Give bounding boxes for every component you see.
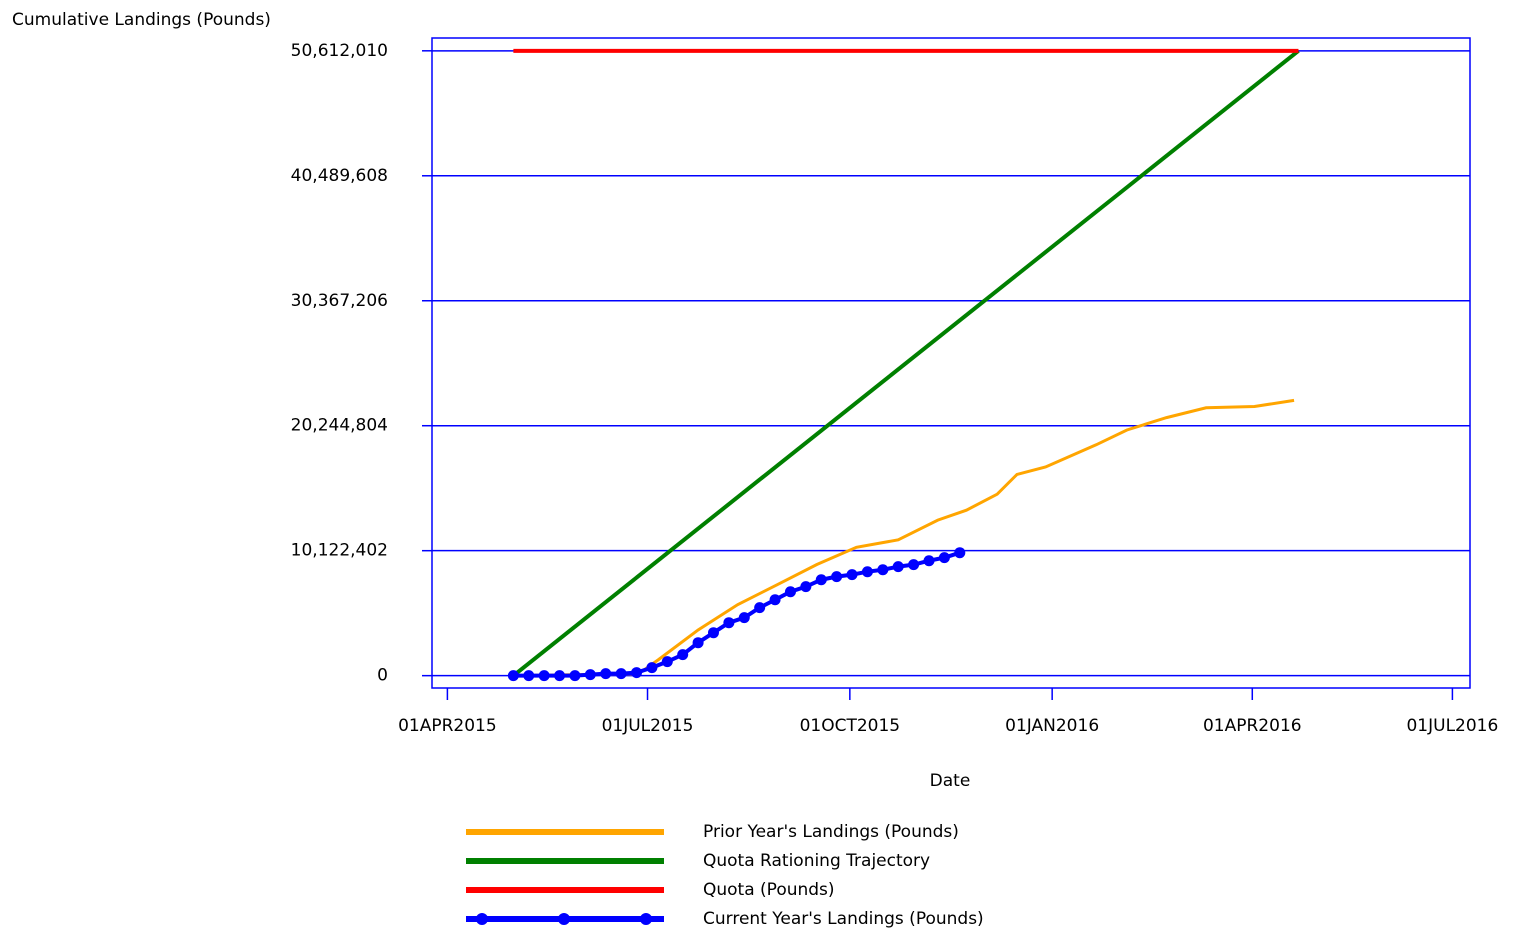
legend-marker — [476, 913, 488, 925]
y-tick-label: 30,367,206 — [291, 291, 388, 311]
plot-frame — [431, 37, 1471, 689]
legend-label: Current Year's Landings (Pounds) — [703, 909, 984, 929]
point-marker — [846, 569, 858, 581]
legend-marker — [640, 913, 652, 925]
point-marker — [584, 669, 596, 681]
x-tick-label: 01APR2016 — [1203, 716, 1302, 736]
point-marker — [938, 552, 950, 564]
point-marker — [523, 670, 535, 682]
legend-label: Quota (Pounds) — [703, 880, 835, 900]
point-marker — [538, 670, 550, 682]
point-marker — [754, 602, 766, 614]
point-marker — [692, 637, 704, 649]
point-marker — [784, 586, 796, 598]
point-marker — [600, 668, 612, 680]
series-line — [513, 398, 1295, 678]
legend-label: Quota Rationing Trajectory — [703, 851, 930, 871]
point-marker — [831, 571, 843, 583]
y-tick-label: 20,244,804 — [291, 416, 388, 436]
y-tick-label: 40,489,608 — [291, 166, 388, 186]
x-axis-label: Date — [930, 771, 971, 791]
point-marker — [661, 656, 673, 668]
point-marker — [723, 617, 735, 629]
point-marker — [569, 670, 581, 682]
point-marker — [615, 668, 627, 680]
point-marker — [800, 581, 812, 593]
point-marker — [507, 670, 519, 682]
point-marker — [677, 649, 689, 661]
legend-label: Prior Year's Landings (Pounds) — [703, 822, 959, 842]
point-marker — [861, 566, 873, 578]
series-line — [513, 550, 961, 678]
point-marker — [769, 594, 781, 606]
point-marker — [877, 564, 889, 576]
y-tick-label: 0 — [377, 666, 388, 686]
legend-marker — [558, 913, 570, 925]
point-marker — [738, 612, 750, 624]
point-marker — [631, 667, 643, 679]
y-tick-label: 10,122,402 — [291, 541, 388, 561]
point-marker — [554, 670, 566, 682]
point-marker — [707, 627, 719, 639]
x-tick-label: 01OCT2015 — [800, 716, 901, 736]
y-axis-label: Cumulative Landings (Pounds) — [12, 10, 271, 30]
x-tick-label: 01JAN2016 — [1005, 716, 1099, 736]
point-marker — [923, 555, 935, 567]
series-line — [512, 49, 1300, 678]
point-marker — [954, 547, 966, 559]
x-tick-label: 01JUL2015 — [602, 716, 694, 736]
y-tick-label: 50,612,010 — [291, 41, 388, 61]
x-tick-label: 01JUL2016 — [1406, 716, 1498, 736]
point-marker — [815, 574, 827, 586]
point-marker — [892, 561, 904, 573]
point-marker — [646, 662, 658, 674]
point-marker — [908, 559, 920, 571]
x-tick-label: 01APR2015 — [398, 716, 497, 736]
